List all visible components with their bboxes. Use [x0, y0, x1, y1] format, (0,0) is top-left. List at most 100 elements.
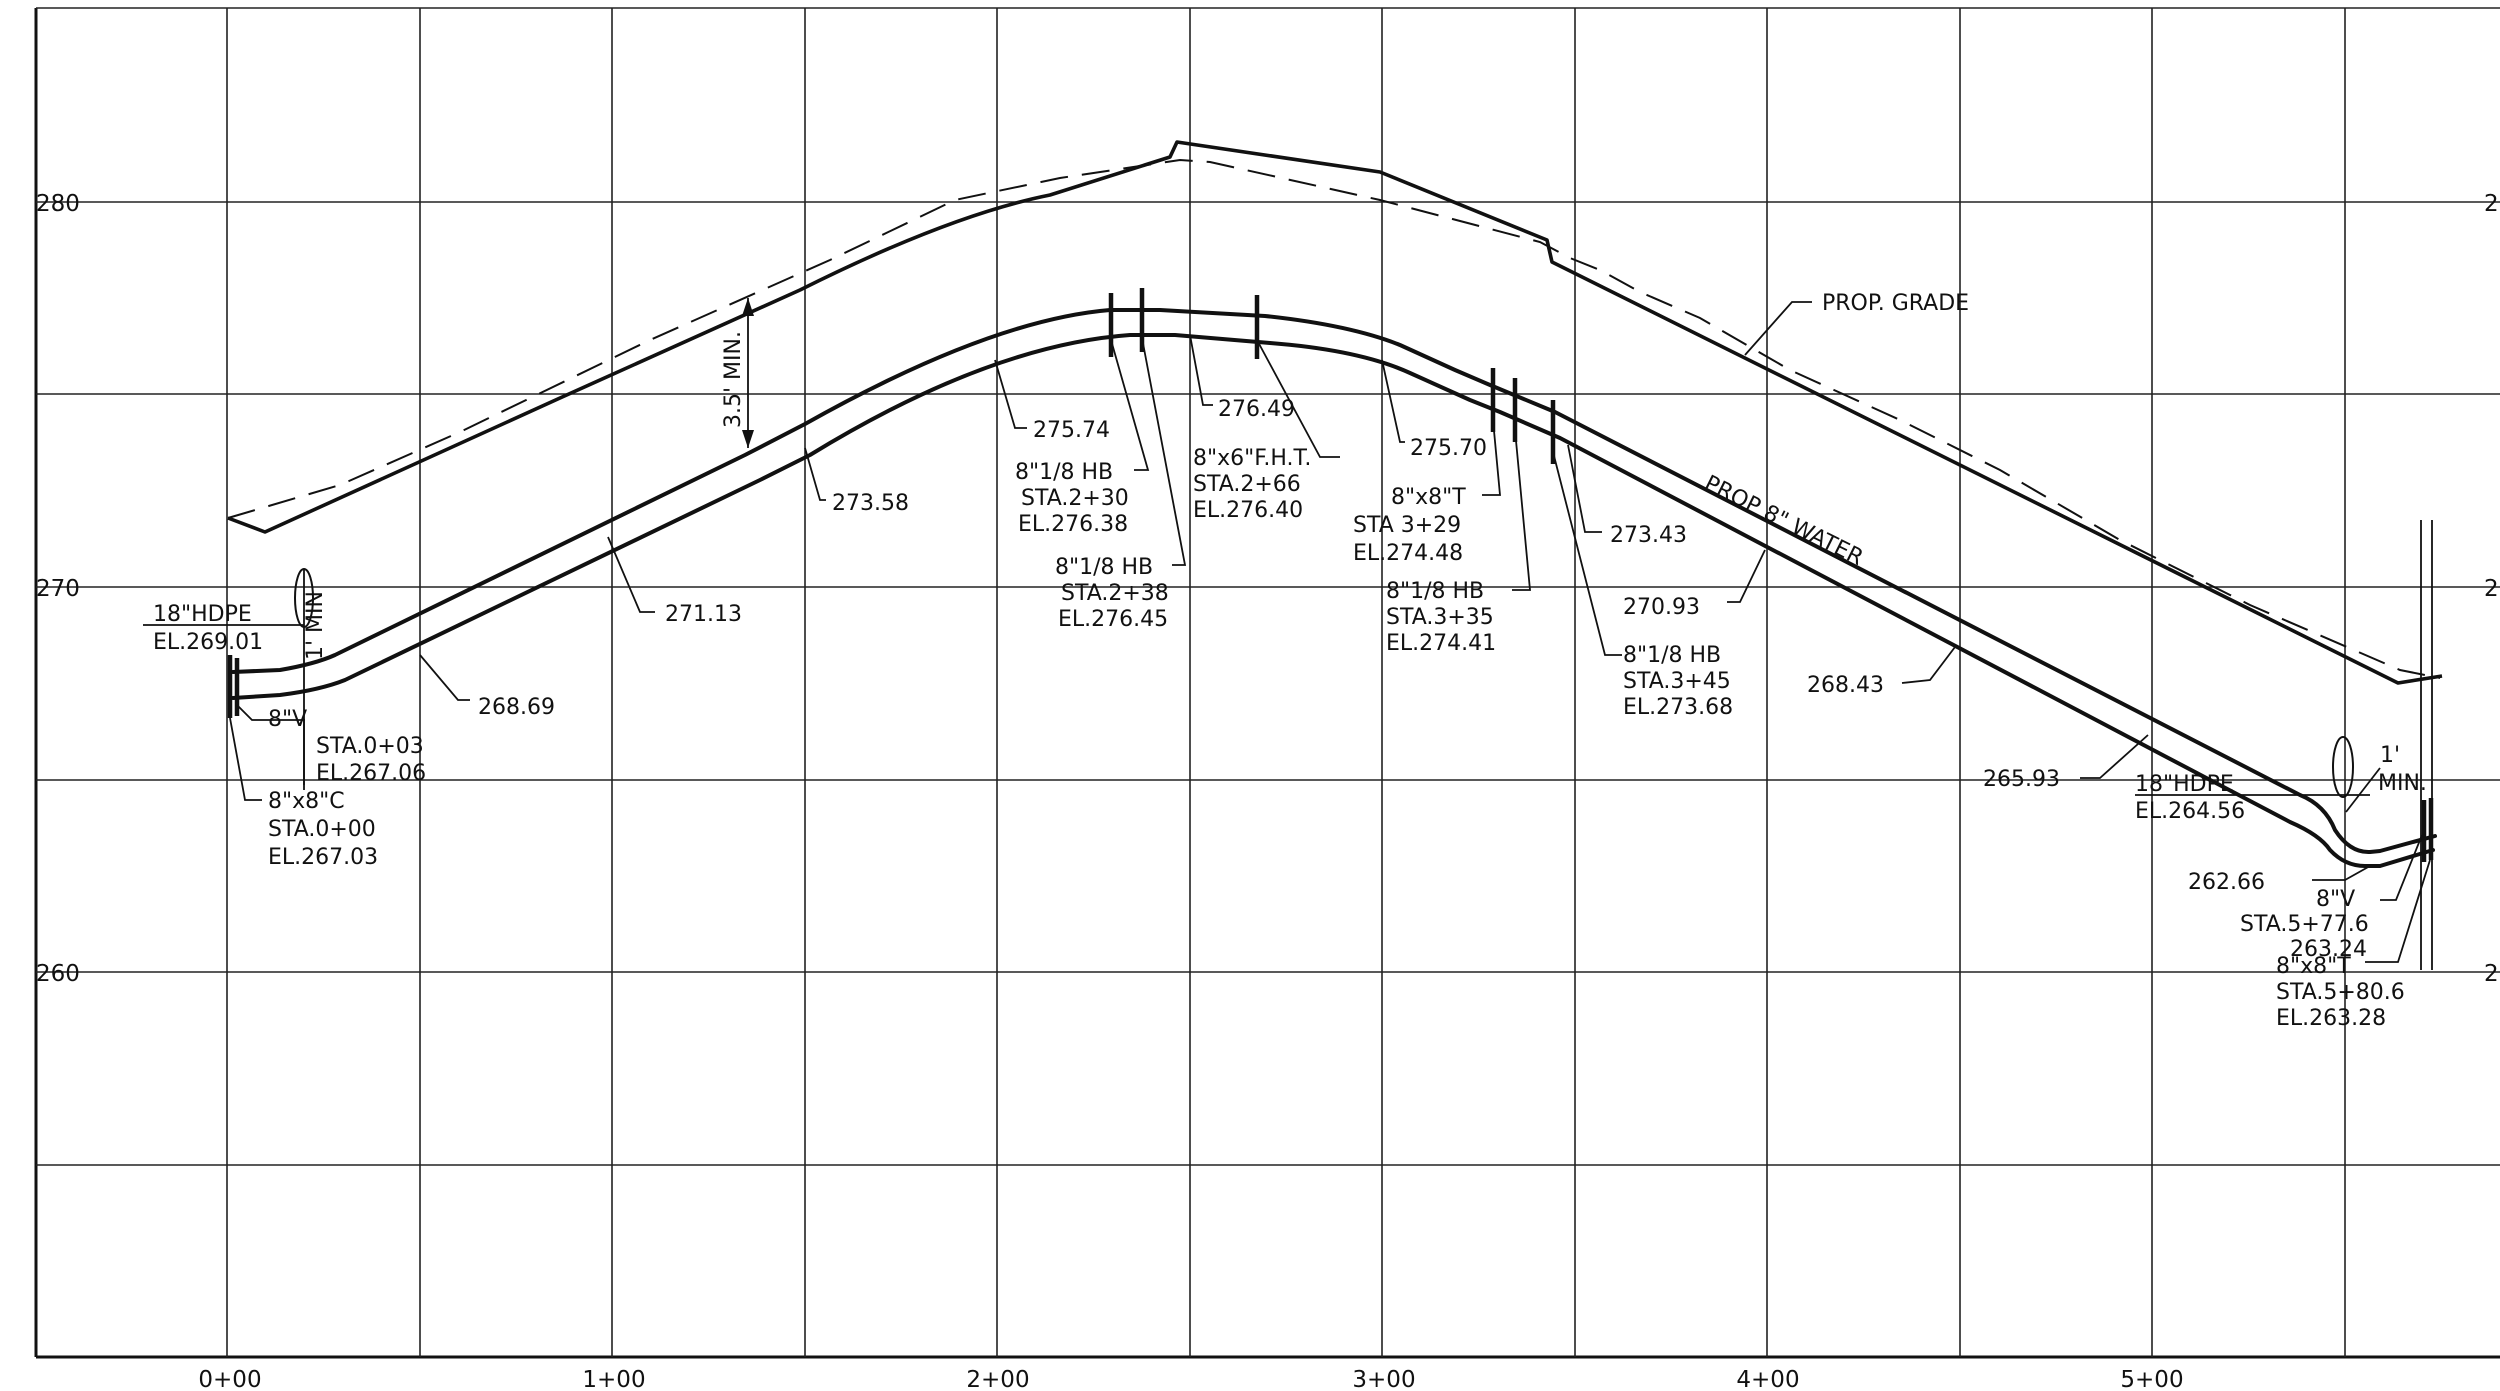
grade-leader — [1744, 301, 1812, 356]
callout-line: 263.24 — [2290, 937, 2367, 962]
hdpe-pipe-section-icon — [2332, 736, 2354, 798]
station-tick-label: 3+00 — [1352, 1367, 1415, 1391]
elevation-label: 273.58 — [832, 491, 909, 516]
elevation-leader — [1567, 444, 1602, 533]
elevation-tick-label: 280 — [36, 191, 80, 217]
elevation-leader — [1189, 334, 1213, 406]
elevation-label: 262.66 — [2188, 870, 2265, 895]
callout-line: EL.276.45 — [1058, 607, 1168, 632]
grid — [34, 7, 2500, 1359]
callout-line: 8"x6"F.H.T. — [1193, 446, 1311, 471]
elevation-leader — [804, 447, 826, 501]
elevation-label: 270.93 — [1623, 595, 1700, 620]
callout-line: EL.276.38 — [1018, 512, 1128, 537]
callout-line: 8"V — [268, 707, 307, 732]
callout-leader — [2380, 834, 2423, 901]
callout-line: 8"1/8 HB — [1623, 643, 1721, 668]
callout-line: EL.267.03 — [268, 845, 378, 870]
start-hdpe-crossing: 18"HDPE EL.269.01 1' MIN — [143, 568, 328, 785]
callout-leader — [1552, 451, 1622, 656]
cover-dimension: 3.5' MIN. — [721, 298, 754, 448]
fitting-callouts: 8"V STA.0+03 EL.267.06 8"x8"C STA.0+00 E… — [229, 337, 2431, 1031]
station-tick-label: 1+00 — [582, 1367, 645, 1391]
callout-line: EL.274.48 — [1353, 541, 1463, 566]
elevation-tick-label-right: 2 — [2484, 576, 2499, 602]
callout-line: EL.274.41 — [1386, 631, 1496, 656]
crossing-elevation-label: EL.264.56 — [2135, 799, 2245, 824]
callout-leader — [1512, 429, 1531, 591]
arrow-down-icon — [742, 430, 754, 448]
elevation-label: 265.93 — [1983, 767, 2060, 792]
elevation-tick-label: 270 — [36, 576, 80, 602]
arrow-up-icon — [742, 298, 754, 316]
pipe-elevation-labels: 268.69 271.13 273.58 275.74 276.49 275.7… — [419, 334, 2371, 895]
end-hdpe-crossing: 18"HDPE EL.264.56 1' MIN. — [2135, 736, 2427, 824]
station-tick-label: 5+00 — [2120, 1367, 2183, 1391]
elevation-leader — [1727, 549, 1766, 603]
cover-dimension-label: 3.5' MIN. — [721, 331, 746, 428]
callout-line: EL.273.68 — [1623, 695, 1733, 720]
station-tick-label: 4+00 — [1736, 1367, 1799, 1391]
elevation-label: 271.13 — [665, 602, 742, 627]
callout-line: STA.2+66 — [1193, 472, 1301, 497]
callout-leader — [1256, 339, 1340, 458]
elevation-label: 268.69 — [478, 695, 555, 720]
elevation-leader — [1381, 359, 1405, 443]
crossing-pipe-label: 18"HDPE — [2135, 772, 2234, 797]
existing-ground-line — [227, 158, 2441, 679]
cover-min-label: 1' MIN — [303, 591, 328, 660]
callout-line: 8"1/8 HB — [1015, 460, 1113, 485]
station-tick-label: 2+00 — [966, 1367, 1029, 1391]
elevation-leader — [2312, 865, 2371, 881]
callout-line: STA 3+29 — [1353, 513, 1461, 538]
fitting-markers — [227, 288, 2434, 970]
callout-leader — [1482, 419, 1501, 496]
elevation-tick-label-right: 2 — [2484, 191, 2499, 217]
elevation-tick-label: 260 — [36, 961, 80, 987]
callout-leader — [236, 704, 305, 721]
callout-line: 8"x8"C — [268, 789, 345, 814]
cover-leader — [2345, 767, 2381, 813]
elevation-leader — [1901, 646, 1956, 684]
callout-line: 8"x8"T — [1391, 485, 1466, 510]
station-tick-label: 0+00 — [198, 1367, 261, 1391]
elevation-label: 273.43 — [1610, 523, 1687, 548]
station-axis-labels: 0+00 1+00 2+00 3+00 4+00 5+00 — [198, 1367, 2183, 1391]
callout-line: 8"V — [2316, 887, 2355, 912]
elevation-tick-label-right: 2 — [2484, 961, 2499, 987]
elevation-label: 275.70 — [1410, 436, 1487, 461]
callout-leader — [229, 717, 262, 801]
callout-leader — [1141, 337, 1187, 566]
callout-line: STA.5+80.6 — [2276, 980, 2405, 1005]
water-pipe-bottom — [231, 333, 2435, 868]
elevation-label: 275.74 — [1033, 418, 1110, 443]
water-pipe-top — [231, 308, 2437, 855]
callout-line: STA.2+38 — [1061, 581, 1169, 606]
elevation-label: 268.43 — [1807, 673, 1884, 698]
callout-line: EL.267.06 — [316, 761, 426, 786]
crossing-elevation-label: EL.269.01 — [153, 630, 263, 655]
callout-line: STA.3+35 — [1386, 605, 1494, 630]
cover-min-label: MIN. — [2378, 771, 2427, 796]
grade-label: PROP. GRADE — [1822, 291, 1969, 316]
callout-leader — [2365, 859, 2431, 963]
elevation-axis-labels: 280 270 260 2 2 2 — [36, 191, 2499, 987]
callout-line: STA.3+45 — [1623, 669, 1731, 694]
callout-line: EL.276.40 — [1193, 498, 1303, 523]
callout-line: STA.0+00 — [268, 817, 376, 842]
callout-line: 8"x8"T — [2276, 954, 2351, 979]
elevation-leader — [607, 536, 655, 613]
callout-line: STA.0+03 — [316, 734, 424, 759]
proposed-grade-line — [227, 140, 2443, 685]
grade-callout: PROP. GRADE — [1744, 291, 1969, 356]
callout-line: STA.5+77.6 — [2240, 912, 2369, 937]
callout-line: 8"1/8 HB — [1386, 579, 1484, 604]
callout-line: STA.2+30 — [1021, 486, 1129, 511]
crossing-pipe-label: 18"HDPE — [153, 602, 252, 627]
callout-leader — [1110, 339, 1150, 471]
elevation-leader — [419, 654, 470, 701]
callout-line: EL.263.28 — [2276, 1006, 2386, 1031]
callout-line: 8"1/8 HB — [1055, 555, 1153, 580]
elevation-leader — [994, 359, 1027, 429]
